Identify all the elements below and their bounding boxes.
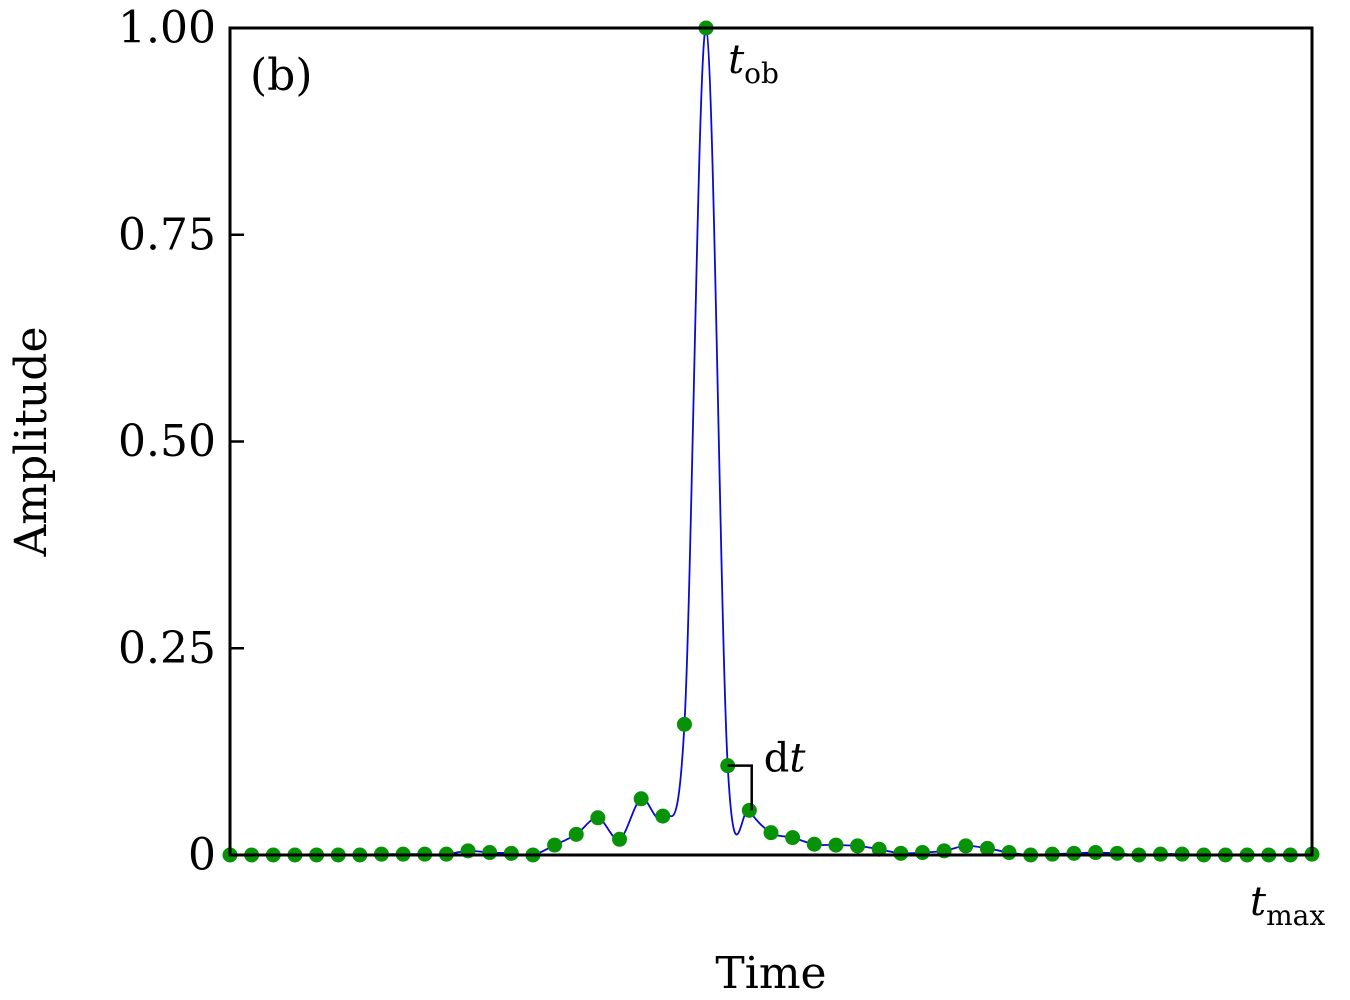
data-point xyxy=(503,845,519,861)
y-axis-label: Amplitude xyxy=(6,326,57,557)
series-line xyxy=(230,27,1313,857)
data-point xyxy=(568,826,584,842)
t-ob-annotation-base: t xyxy=(728,37,745,83)
data-point xyxy=(1088,845,1104,861)
t-ob-annotation: tob xyxy=(728,37,779,90)
data-point xyxy=(547,837,563,853)
y-axis-tick-labels: 0 0.25 0.50 0.75 1.00 xyxy=(118,3,216,881)
data-point xyxy=(914,845,930,861)
panel-label: (b) xyxy=(250,50,313,101)
data-point xyxy=(850,838,866,854)
data-point xyxy=(806,836,822,852)
data-point xyxy=(763,825,779,841)
data-point xyxy=(893,845,909,861)
data-point xyxy=(676,716,692,732)
dt-annotation: dt xyxy=(764,736,807,782)
data-point xyxy=(655,808,671,824)
y-tick-label: 0.25 xyxy=(118,623,216,674)
data-point xyxy=(785,830,801,846)
y-tick-label: 1.00 xyxy=(118,3,216,54)
data-point xyxy=(590,810,606,826)
data-point xyxy=(828,837,844,853)
dt-bracket xyxy=(727,764,753,811)
dt-annotation-d: d xyxy=(764,736,790,782)
data-point xyxy=(741,802,757,818)
data-point xyxy=(979,840,995,856)
y-tick-label: 0 xyxy=(188,830,216,881)
data-point xyxy=(1109,845,1125,861)
x-axis-label: Time xyxy=(715,948,826,999)
data-point xyxy=(1001,845,1017,861)
y-tick-label: 0.75 xyxy=(118,209,216,260)
data-point xyxy=(871,841,887,857)
plot-frame xyxy=(228,26,1314,857)
y-tick-label: 0.50 xyxy=(118,416,216,467)
dt-annotation-t: t xyxy=(789,736,806,782)
data-point xyxy=(633,791,649,807)
t-max-annotation: tmax xyxy=(1250,879,1325,932)
data-point xyxy=(482,845,498,861)
y-axis-ticks xyxy=(230,26,244,857)
t-max-annotation-base: t xyxy=(1250,879,1267,925)
data-point xyxy=(612,831,628,847)
t-ob-annotation-sub: ob xyxy=(744,57,779,90)
data-point xyxy=(958,838,974,854)
data-point xyxy=(1066,845,1082,861)
t-max-annotation-sub: max xyxy=(1266,899,1325,932)
